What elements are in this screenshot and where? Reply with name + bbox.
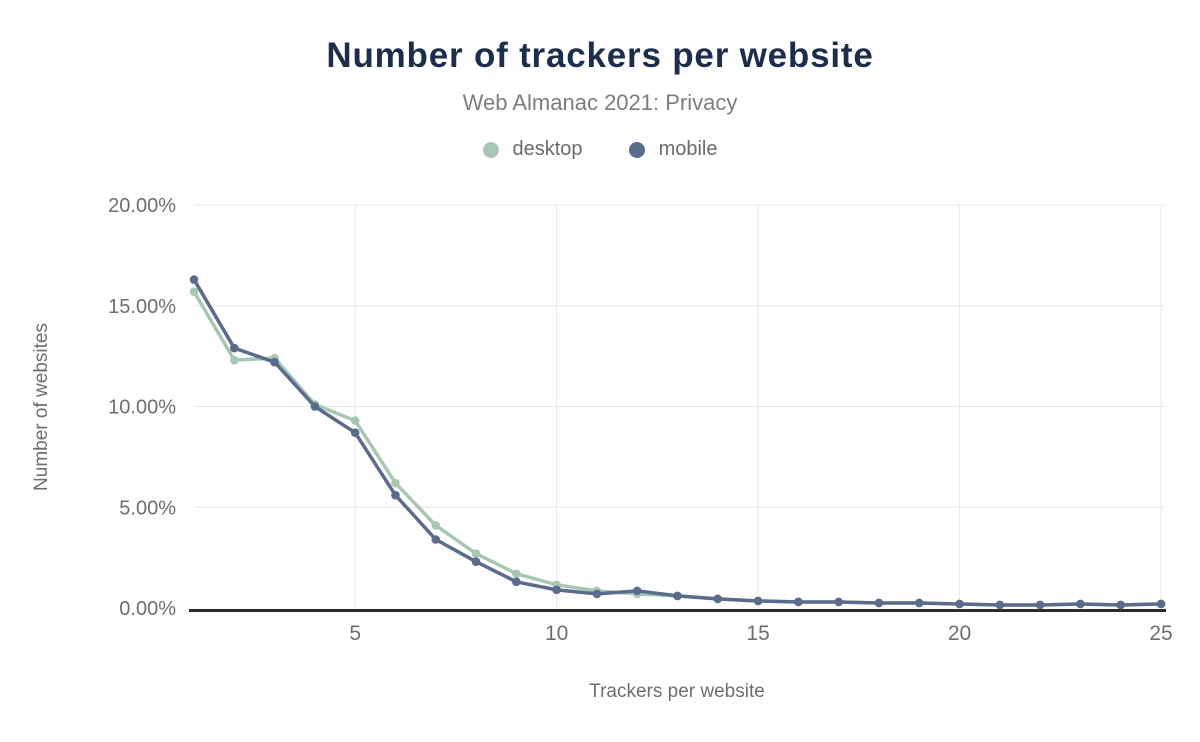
y-axis-title: Number of websites <box>31 323 52 491</box>
mobile-point <box>391 490 400 500</box>
desktop-point <box>391 478 400 488</box>
y-tick-label: 0.00% <box>119 598 176 620</box>
x-tick-label: 25 <box>1149 622 1172 645</box>
legend-label-mobile: mobile <box>658 138 718 160</box>
mobile-point <box>431 535 441 544</box>
mobile-point <box>270 357 279 367</box>
mobile-point <box>794 597 803 607</box>
legend-item-mobile: mobile <box>628 138 718 161</box>
y-tick-label: 15.00% <box>108 296 176 318</box>
mobile-point <box>834 597 843 607</box>
y-tick-label: 10.00% <box>108 397 176 419</box>
y-tick-label: 20.00% <box>108 195 176 217</box>
mobile-point <box>471 557 481 566</box>
mobile-point <box>229 343 239 353</box>
desktop-point <box>431 521 441 530</box>
mobile-point <box>552 585 561 595</box>
mobile-line <box>192 277 1163 607</box>
chart-header: Number of trackers per website Web Alman… <box>0 0 1200 161</box>
mobile-point <box>713 594 723 604</box>
x-axis-title: Trackers per website <box>589 681 765 702</box>
desktop-line <box>192 289 1163 607</box>
desktop-point <box>229 355 239 365</box>
desktop-series-swatch-icon <box>482 141 499 158</box>
desktop-points <box>189 287 1166 610</box>
mobile-point <box>673 591 682 601</box>
legend-label-desktop: desktop <box>512 138 583 160</box>
mobile-point <box>753 596 763 606</box>
x-tick-label: 10 <box>545 622 568 645</box>
x-tick-label: 20 <box>948 622 971 645</box>
desktop-point <box>512 569 521 579</box>
gridlines <box>194 204 1165 608</box>
legend: desktop mobile <box>0 138 1200 161</box>
tick-labels: 0.00% 5.00% 10.00% 15.00% 20.00% 5 10 15 20 25 <box>108 195 1173 645</box>
mobile-point <box>874 598 884 608</box>
mobile-point <box>1116 600 1126 610</box>
desktop-point <box>350 416 360 425</box>
desktop-point <box>471 549 481 558</box>
desktop-point <box>189 287 199 296</box>
mobile-point <box>350 428 360 437</box>
mobile-point <box>1156 599 1166 609</box>
data-series <box>189 275 1166 610</box>
mobile-series-swatch-icon <box>628 141 645 158</box>
legend-item-desktop: desktop <box>482 138 583 161</box>
mobile-point <box>955 599 964 609</box>
mobile-point <box>995 600 1005 610</box>
x-tick-label: 5 <box>349 622 361 645</box>
mobile-point <box>310 402 320 411</box>
mobile-point <box>914 598 924 608</box>
x-tick-label: 15 <box>746 622 769 645</box>
mobile-point <box>512 577 521 587</box>
mobile-point <box>189 275 199 284</box>
mobile-point <box>592 589 602 599</box>
mobile-point <box>632 586 642 596</box>
y-tick-label: 5.00% <box>119 497 176 519</box>
chart-title: Number of trackers per website <box>326 36 874 75</box>
chart-subtitle: Web Almanac 2021: Privacy <box>462 90 738 115</box>
mobile-point <box>1076 599 1085 609</box>
mobile-point <box>1035 600 1045 610</box>
mobile-points <box>189 275 1166 610</box>
